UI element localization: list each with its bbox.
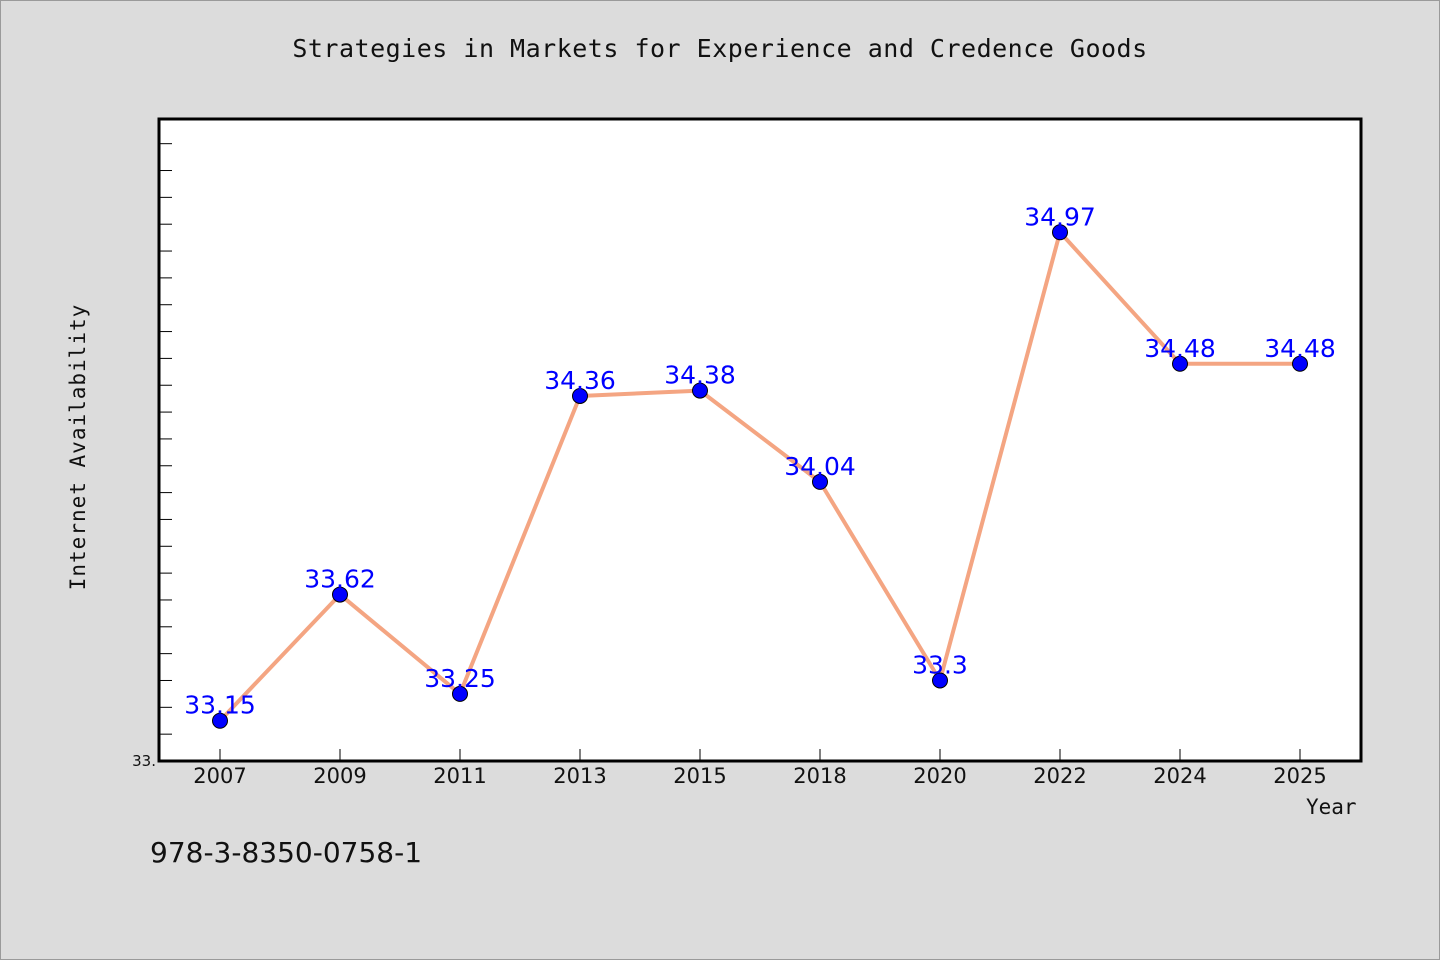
data-points [212,224,1308,729]
x-tick-label: 2015 [673,764,726,788]
data-point [212,712,228,729]
y-tick-label: 33. [132,752,156,770]
data-label: 34.97 [1024,202,1096,231]
data-point [452,685,468,702]
y-axis-label: Internet Availability [66,303,90,591]
x-tick-label: 2007 [193,764,246,788]
x-axis-label: Year [1306,795,1357,819]
x-tick-label: 2013 [553,764,606,788]
isbn-annotation: 978-3-8350-0758-1 [150,836,423,869]
chart-title: Strategies in Markets for Experience and… [292,34,1148,63]
data-point [1172,355,1188,372]
data-point [932,672,948,689]
x-tick-label: 2024 [1153,764,1206,788]
data-labels: 33.15 33.62 33.25 34.36 34.38 34.04 33.3 34.97 3… [184,202,1336,719]
x-tick-label: 2011 [433,764,486,788]
data-label: 34.48 [1264,334,1336,363]
plot-area [157,117,1363,763]
data-point [572,387,588,404]
data-point [332,586,348,603]
data-point [1292,355,1308,372]
x-axis-ticks: 2007 2009 2011 2013 2015 2018 2020 2022 2024 2025 [193,749,1327,788]
x-tick-label: 2022 [1033,764,1086,788]
y-axis-ticks: 33. [132,143,172,770]
data-label: 34.38 [664,361,736,390]
x-tick-label: 2025 [1273,764,1326,788]
data-point [812,473,828,490]
x-tick-label: 2020 [913,764,966,788]
x-tick-label: 2018 [793,764,846,788]
data-label: 33.3 [912,650,968,679]
data-label: 34.36 [544,366,616,395]
data-label: 34.04 [784,452,856,481]
x-tick-label: 2009 [313,764,366,788]
series-line-path [218,230,1300,723]
data-point [1052,224,1068,241]
data-label: 33.15 [184,691,256,720]
series-line [218,230,1300,723]
data-label: 33.25 [424,664,496,693]
data-point [692,382,708,399]
data-label: 33.62 [304,565,376,594]
data-label: 34.48 [1144,334,1216,363]
